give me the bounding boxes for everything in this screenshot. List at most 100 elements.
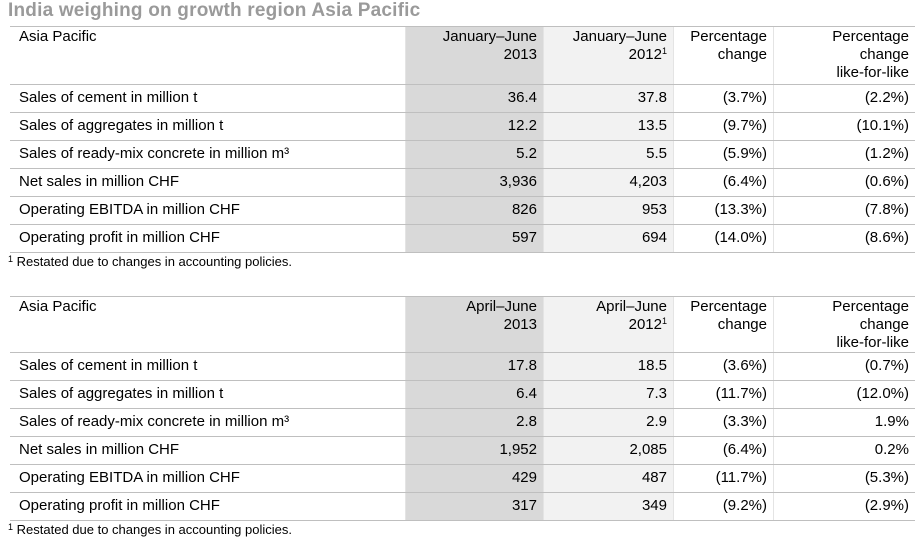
column-divider	[773, 26, 774, 252]
row-label: Sales of ready-mix concrete in million m…	[19, 145, 290, 162]
value-cell: 3,936	[499, 173, 537, 190]
footnote: 1 Restated due to changes in accounting …	[8, 522, 292, 537]
column-divider	[543, 26, 544, 252]
header-cell: Percentage change like-for-like	[773, 298, 915, 352]
value-cell: (12.0%)	[856, 385, 909, 402]
header-line: like-for-like	[779, 334, 909, 352]
value-cell: 2.9	[646, 413, 667, 430]
footnote-mark: 1	[8, 254, 14, 264]
value-cell: 2,085	[629, 441, 667, 458]
header-line: change	[679, 46, 767, 64]
row-border	[10, 224, 915, 225]
header-cell: January–June 20121	[543, 28, 673, 64]
row-label: Operating EBITDA in million CHF	[19, 469, 240, 486]
row-border	[10, 408, 915, 409]
footnote-mark: 1	[8, 522, 14, 532]
row-label: Sales of aggregates in million t	[19, 385, 224, 402]
value-cell: (9.7%)	[722, 117, 767, 134]
row-label: Sales of cement in million t	[19, 89, 198, 106]
value-cell: (11.7%)	[715, 385, 767, 402]
header-text: Asia Pacific	[19, 298, 97, 315]
row-label: Sales of aggregates in million t	[19, 117, 224, 134]
header-text: 2013	[503, 46, 537, 63]
header-line: 20121	[549, 316, 667, 334]
value-cell: (7.8%)	[864, 201, 909, 218]
header-cell: April–June 20121	[543, 298, 673, 334]
header-cell: Percentage change like-for-like	[773, 28, 915, 82]
row-label: Sales of ready-mix concrete in million m…	[19, 413, 290, 430]
value-cell: 4,203	[629, 173, 667, 190]
header-line: Asia Pacific	[19, 298, 399, 316]
header-text: Percentage	[690, 298, 767, 315]
row-border	[10, 84, 915, 85]
value-cell: (6.4%)	[722, 441, 767, 458]
value-cell: 317	[511, 497, 537, 514]
title: India weighing on growth region Asia Pac…	[8, 0, 421, 21]
header-text: like-for-like	[836, 334, 909, 351]
column-divider	[673, 26, 674, 252]
value-cell: 12.2	[507, 117, 537, 134]
footnote-text: Restated due to changes in accounting po…	[16, 522, 292, 537]
value-cell: (14.0%)	[714, 229, 767, 246]
value-cell: 0.2%	[874, 441, 909, 458]
value-cell: (0.7%)	[864, 357, 909, 374]
value-cell: 18.5	[637, 357, 667, 374]
column-shade	[405, 26, 543, 252]
value-cell: 1.9%	[874, 413, 909, 430]
header-line: April–June	[549, 298, 667, 316]
header-text: April–June	[466, 298, 537, 315]
row-label: Operating profit in million CHF	[19, 229, 220, 246]
header-line: 20121	[549, 46, 667, 64]
value-cell: 5.5	[646, 145, 667, 162]
value-cell: 36.4	[507, 89, 537, 106]
header-text: change	[717, 46, 767, 63]
footnote: 1 Restated due to changes in accounting …	[8, 254, 292, 269]
value-cell: 17.8	[507, 357, 537, 374]
value-cell: 487	[641, 469, 667, 486]
header-text: Percentage	[690, 28, 767, 45]
value-cell: (5.9%)	[722, 145, 767, 162]
row-border	[10, 252, 915, 253]
row-border	[10, 380, 915, 381]
header-line: April–June	[411, 298, 537, 316]
value-cell: 2.8	[516, 413, 537, 430]
value-cell: (2.9%)	[864, 497, 909, 514]
header-line: Percentage	[679, 28, 767, 46]
value-cell: (10.1%)	[856, 117, 909, 134]
header-text: Percentage	[832, 28, 909, 45]
header-line: January–June	[411, 28, 537, 46]
header-line: 2013	[411, 316, 537, 334]
header-text: January–June	[572, 28, 667, 45]
value-cell: 429	[511, 469, 537, 486]
header-line: Percentage	[779, 28, 909, 46]
value-cell: 349	[641, 497, 667, 514]
row-border	[10, 196, 915, 197]
value-cell: 7.3	[646, 385, 667, 402]
header-cell: Asia Pacific	[10, 298, 405, 316]
header-text: January–June	[442, 28, 537, 45]
row-border	[10, 296, 915, 297]
value-cell: 6.4	[516, 385, 537, 402]
value-cell: 13.5	[637, 117, 667, 134]
value-cell: 597	[511, 229, 537, 246]
header-text: like-for-like	[836, 64, 909, 81]
header-text: April–June	[596, 298, 667, 315]
header-text: 2012	[628, 316, 662, 333]
value-cell: (0.6%)	[864, 173, 909, 190]
header-line: change	[679, 316, 767, 334]
header-text: change	[717, 316, 767, 333]
footnote-mark: 1	[661, 316, 667, 326]
value-cell: (5.3%)	[864, 469, 909, 486]
row-border	[10, 520, 915, 521]
row-border	[10, 492, 915, 493]
value-cell: (11.7%)	[715, 469, 767, 486]
header-text: change	[859, 46, 909, 63]
value-cell: 953	[641, 201, 667, 218]
row-label: Operating EBITDA in million CHF	[19, 201, 240, 218]
header-text: 2012	[628, 46, 662, 63]
value-cell: (9.2%)	[722, 497, 767, 514]
row-border	[10, 352, 915, 353]
value-cell: 694	[641, 229, 667, 246]
header-line: January–June	[549, 28, 667, 46]
header-text: change	[859, 316, 909, 333]
